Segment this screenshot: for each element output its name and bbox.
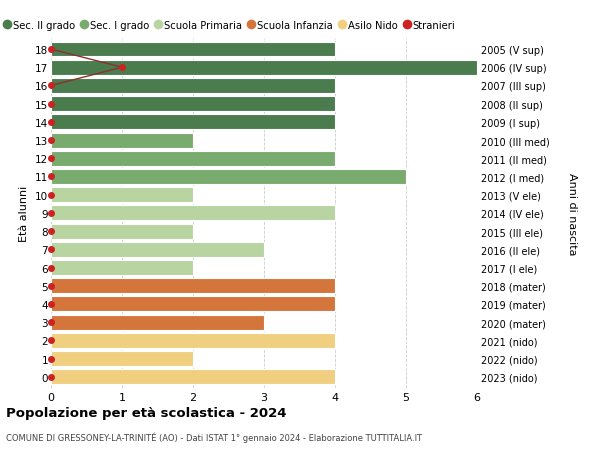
Bar xyxy=(51,79,335,94)
Bar xyxy=(51,224,193,239)
Bar xyxy=(51,188,193,203)
Y-axis label: Età alunni: Età alunni xyxy=(19,185,29,241)
Y-axis label: Anni di nascita: Anni di nascita xyxy=(566,172,577,255)
Bar xyxy=(51,297,335,312)
Bar xyxy=(51,279,335,294)
Bar xyxy=(51,261,193,275)
Text: Popolazione per età scolastica - 2024: Popolazione per età scolastica - 2024 xyxy=(6,406,287,419)
Bar xyxy=(51,369,335,384)
Text: COMUNE DI GRESSONEY-LA-TRINITÉ (AO) - Dati ISTAT 1° gennaio 2024 - Elaborazione : COMUNE DI GRESSONEY-LA-TRINITÉ (AO) - Da… xyxy=(6,431,422,442)
Bar xyxy=(51,43,335,57)
Bar xyxy=(51,206,335,221)
Bar xyxy=(51,61,477,76)
Bar xyxy=(51,170,406,185)
Legend: Sec. II grado, Sec. I grado, Scuola Primaria, Scuola Infanzia, Asilo Nido, Stran: Sec. II grado, Sec. I grado, Scuola Prim… xyxy=(5,21,455,31)
Bar xyxy=(51,315,264,330)
Bar xyxy=(51,115,335,130)
Bar xyxy=(51,242,264,257)
Bar xyxy=(51,333,335,348)
Bar xyxy=(51,351,193,366)
Bar xyxy=(51,151,335,166)
Bar xyxy=(51,97,335,112)
Bar xyxy=(51,133,193,148)
